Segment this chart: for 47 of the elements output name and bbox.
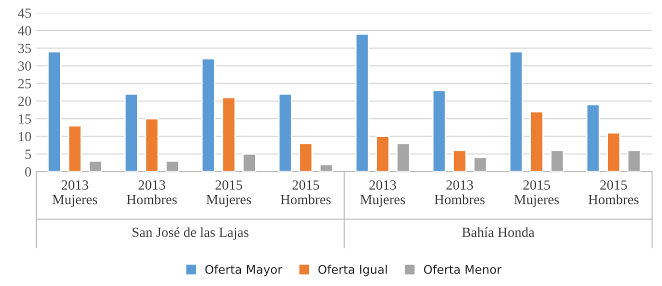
y-tick-label: 25 <box>18 79 32 88</box>
text: San José de las Lajas <box>132 227 248 240</box>
y-tick-label: 40 <box>18 26 32 36</box>
x-tick-label: 2015 Mujeres <box>514 180 559 208</box>
y-tick-label: 20 <box>18 96 32 106</box>
bar <box>88 160 102 172</box>
bar <box>530 110 544 172</box>
bar <box>627 150 642 172</box>
bar <box>550 150 564 172</box>
y-tick-label: 35 <box>18 44 32 54</box>
legend-label: Oferta Mayor <box>205 264 282 276</box>
bar <box>278 93 292 172</box>
bar <box>432 90 446 172</box>
bar <box>355 33 370 172</box>
bar <box>144 118 159 172</box>
x-tick-label: 2013 Mujeres <box>360 180 405 208</box>
y-tick-label: 30 <box>18 61 32 71</box>
bar <box>586 104 600 172</box>
y-tick-label: 15 <box>18 114 32 124</box>
legend-label: Oferta Igual <box>318 264 387 276</box>
bar <box>124 93 138 172</box>
bar <box>298 142 313 172</box>
y-tick-label: 5 <box>25 150 32 159</box>
y-tick-label: 0 <box>25 167 32 177</box>
bar <box>376 136 390 172</box>
bar <box>473 156 488 172</box>
y-tick-label: 10 <box>18 132 32 142</box>
bar <box>201 58 216 172</box>
x-tick-label: 2015 Hombres <box>280 180 331 204</box>
y-tick-label: 45 <box>18 8 32 18</box>
bar <box>68 125 82 172</box>
bar <box>319 164 334 172</box>
bar <box>452 150 467 172</box>
legend-label: Oferta Menor <box>424 264 502 274</box>
bar <box>242 153 256 172</box>
bar <box>165 160 180 172</box>
x-tick-label: 2013 Hombres <box>434 180 485 204</box>
bar <box>396 142 410 172</box>
x-tick-label: 2015 Hombres <box>588 180 639 204</box>
bar <box>509 50 524 172</box>
bar <box>606 132 621 172</box>
text: Bahía Honda <box>462 227 534 237</box>
x-tick-label: 2013 Mujeres <box>52 180 98 208</box>
x-tick-label: 2013 Hombres <box>126 180 177 204</box>
x-tick-label: 2015 Mujeres <box>206 180 252 208</box>
bar <box>47 50 62 172</box>
bar <box>222 96 236 172</box>
